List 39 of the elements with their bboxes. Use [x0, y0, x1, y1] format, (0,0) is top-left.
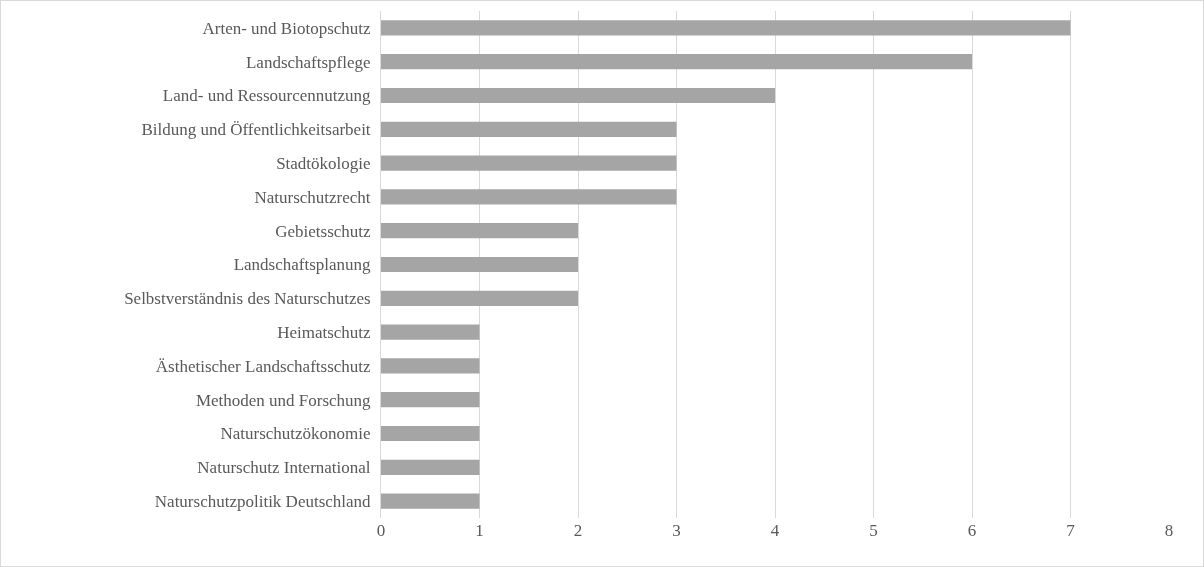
- bar: [381, 392, 480, 408]
- x-tick-label: 6: [967, 521, 977, 540]
- x-tick-label: 4: [770, 521, 780, 540]
- bar: [381, 493, 480, 509]
- x-tick-label: 0: [376, 521, 386, 540]
- x-tick-label: 7: [1066, 521, 1076, 540]
- y-tick-label: Methoden und Forschung: [195, 390, 372, 410]
- bar: [381, 459, 480, 475]
- bar: [381, 223, 578, 239]
- bar: [381, 290, 578, 306]
- x-tick-label: 5: [869, 521, 878, 540]
- y-tick-label: Selbstverständnis des Naturschutzes: [124, 289, 371, 309]
- y-tick-label: Naturschutzrecht: [254, 187, 371, 207]
- y-tick-label: Landschaftsplanung: [233, 255, 372, 275]
- x-tick-label: 3: [672, 521, 681, 540]
- y-tick-label: Naturschutz International: [197, 458, 371, 478]
- x-tick-label: 8: [1164, 521, 1174, 540]
- y-tick-label: Naturschutzökonomie: [220, 424, 371, 444]
- y-tick-label: Stadtökologie: [276, 154, 371, 174]
- bar: [381, 256, 578, 273]
- bar: [381, 121, 677, 137]
- y-tick-label: Landschaftspflege: [245, 52, 371, 72]
- bar: [381, 425, 480, 442]
- bar: [381, 20, 1071, 36]
- x-tick-label: 1: [475, 521, 484, 540]
- y-tick-label: Gebietsschutz: [275, 221, 372, 241]
- y-tick-label: Arten- und Biotopschutz: [202, 18, 372, 38]
- y-tick-label: Heimatschutz: [277, 323, 372, 343]
- x-tick-label: 2: [573, 521, 583, 540]
- y-tick-label: Ästhetischer Landschaftsschutz: [155, 356, 372, 376]
- bar: [381, 189, 677, 205]
- bar: [381, 54, 972, 70]
- bar: [381, 358, 480, 374]
- bar: [381, 87, 775, 104]
- bar: [381, 324, 480, 340]
- y-tick-label: Bildung und Öffentlichkeitsarbeit: [141, 120, 371, 140]
- bar: [381, 155, 677, 171]
- y-tick-label: Land- und Ressourcennutzung: [162, 86, 372, 106]
- y-tick-label: Naturschutzpolitik Deutschland: [154, 492, 372, 512]
